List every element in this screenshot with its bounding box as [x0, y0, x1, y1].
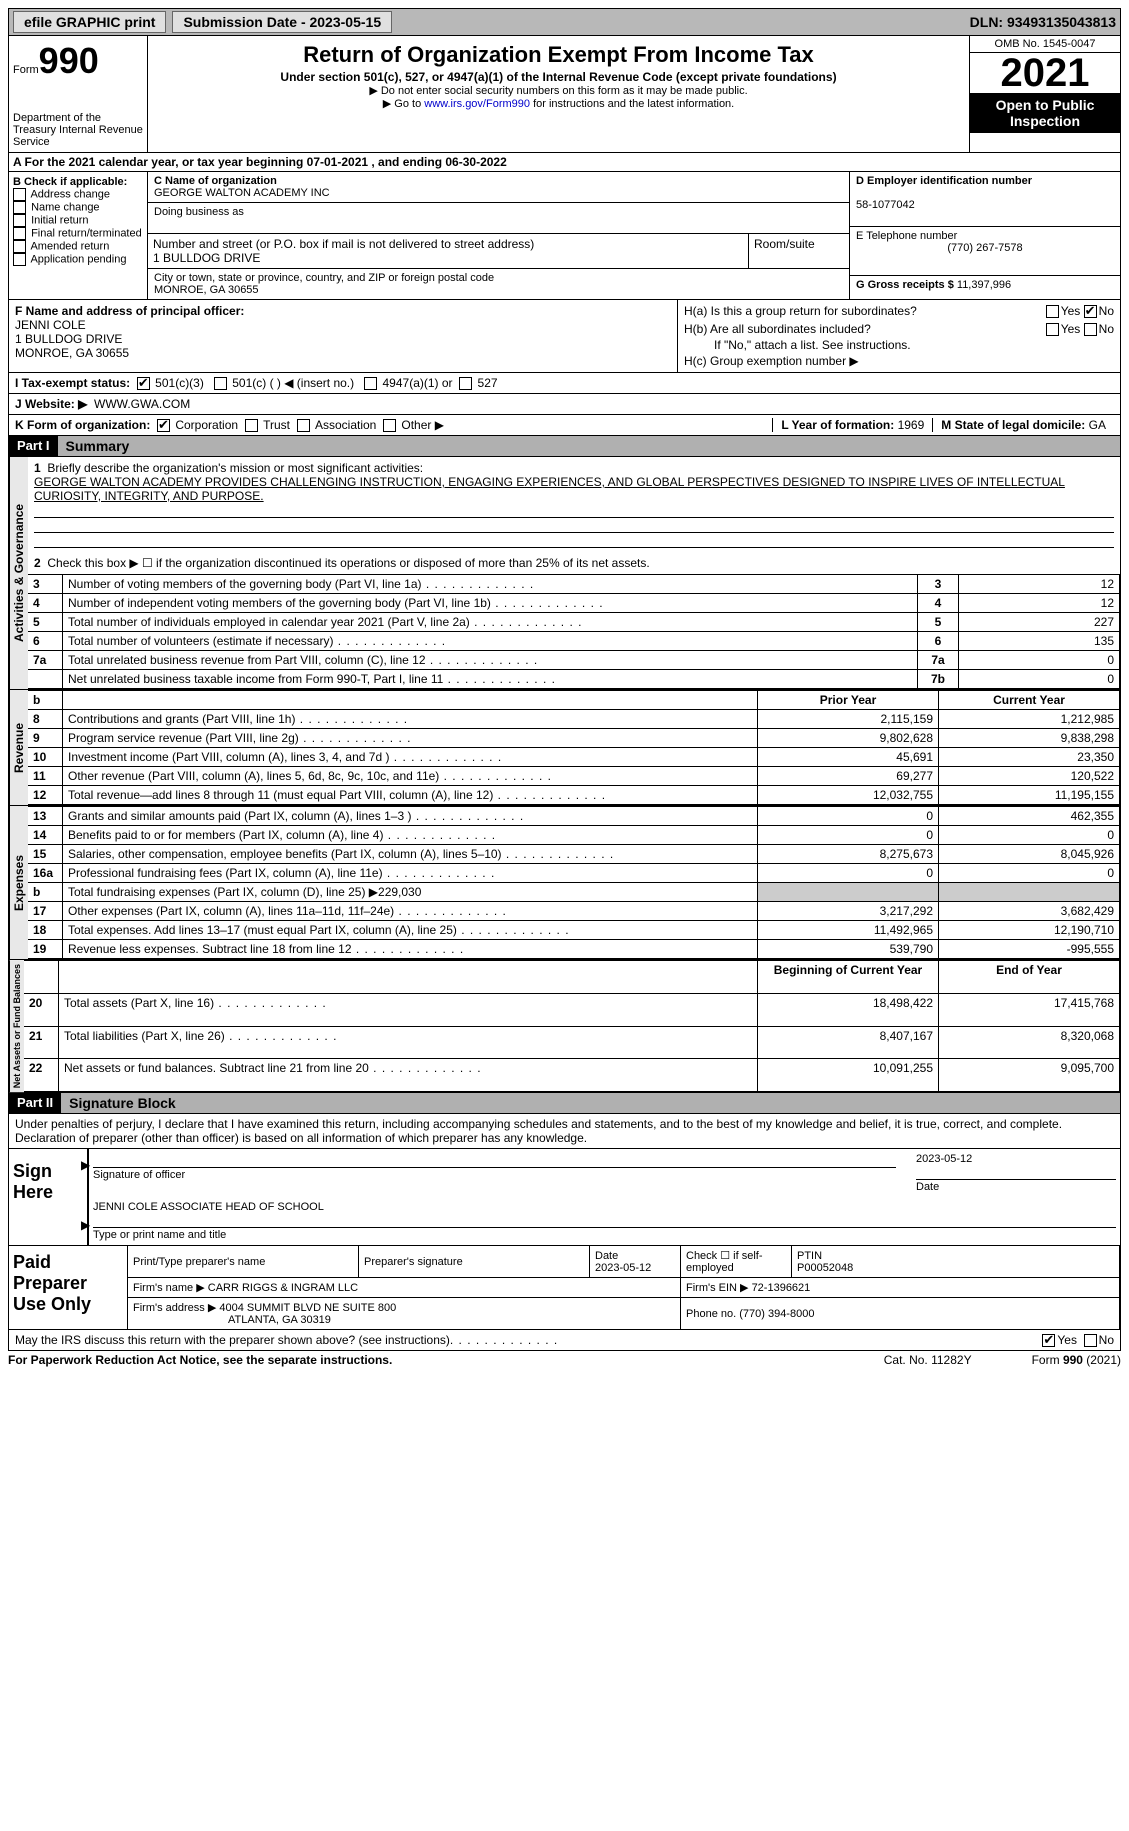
top-bar: efile GRAPHIC print Submission Date - 20…: [8, 8, 1121, 36]
section-f: F Name and address of principal officer:…: [9, 300, 678, 372]
mission-text: GEORGE WALTON ACADEMY PROVIDES CHALLENGI…: [34, 475, 1065, 503]
revenue-table: b Prior Year Current Year8 Contributions…: [28, 690, 1120, 805]
sign-date: 2023-05-12: [916, 1153, 972, 1165]
hb-no[interactable]: [1084, 323, 1097, 336]
page-footer: For Paperwork Reduction Act Notice, see …: [8, 1351, 1121, 1369]
chk-corporation[interactable]: [157, 419, 170, 432]
summary-governance: Activities & Governance 1 Briefly descri…: [8, 457, 1121, 690]
state-domicile: GA: [1089, 418, 1106, 432]
org-name: GEORGE WALTON ACADEMY INC: [154, 187, 330, 199]
chk-other[interactable]: [383, 419, 396, 432]
vtab-governance: Activities & Governance: [9, 457, 28, 689]
street-address: 1 BULLDOG DRIVE: [153, 251, 260, 265]
chk-527[interactable]: [459, 377, 472, 390]
chk-501c[interactable]: [214, 377, 227, 390]
vtab-revenue: Revenue: [9, 690, 28, 805]
chk-4947[interactable]: [364, 377, 377, 390]
part-1-header: Part I Summary: [8, 436, 1121, 457]
section-c: C Name of organization GEORGE WALTON ACA…: [148, 172, 849, 299]
hb-yes[interactable]: [1046, 323, 1059, 336]
dln-label: DLN: 93493135043813: [970, 14, 1116, 30]
firm-name: CARR RIGGS & INGRAM LLC: [208, 1282, 358, 1294]
firm-ein: 72-1396621: [752, 1282, 811, 1294]
form-title: Return of Organization Exempt From Incom…: [154, 42, 963, 68]
row-a-tax-year: A For the 2021 calendar year, or tax yea…: [8, 153, 1121, 172]
year-formation: 1969: [898, 418, 925, 432]
self-employed-check[interactable]: Check ☐ if self-employed: [681, 1246, 792, 1278]
section-fh: F Name and address of principal officer:…: [8, 300, 1121, 373]
row-i-tax-status: I Tax-exempt status: 501(c)(3) 501(c) ( …: [8, 373, 1121, 394]
ha-no[interactable]: [1084, 305, 1097, 318]
ein-value: 58-1077042: [856, 199, 915, 211]
website-value: WWW.GWA.COM: [94, 397, 190, 411]
room-suite: Room/suite: [748, 234, 849, 268]
officer-name: JENNI COLE: [15, 318, 86, 332]
officer-signature-line[interactable]: [93, 1167, 896, 1169]
tax-year: 2021: [970, 53, 1120, 93]
checkbox-name-change[interactable]: [13, 201, 26, 214]
firm-phone: (770) 394-8000: [739, 1308, 814, 1320]
form-number: Form990: [13, 40, 143, 82]
section-bcd: B Check if applicable: Address change Na…: [8, 172, 1121, 300]
checkbox-initial-return[interactable]: [13, 214, 26, 227]
prep-date: 2023-05-12: [595, 1262, 651, 1274]
firm-address: 4004 SUMMIT BLVD NE SUITE 800: [219, 1302, 396, 1314]
gross-receipts: 11,397,996: [957, 279, 1011, 291]
open-to-public: Open to Public Inspection: [970, 93, 1120, 133]
vtab-net-assets: Net Assets or Fund Balances: [9, 960, 24, 1092]
discuss-row: May the IRS discuss this return with the…: [8, 1330, 1121, 1351]
ha-yes[interactable]: [1046, 305, 1059, 318]
submission-date-button[interactable]: Submission Date - 2023-05-15: [172, 11, 392, 33]
chk-501c3[interactable]: [137, 377, 150, 390]
paid-preparer-block: Paid Preparer Use Only Print/Type prepar…: [8, 1246, 1121, 1330]
ptin-value: P00052048: [797, 1262, 853, 1274]
section-d: D Employer identification number 58-1077…: [849, 172, 1120, 299]
part-2-header: Part II Signature Block: [8, 1093, 1121, 1114]
row-klm: K Form of organization: Corporation Trus…: [8, 415, 1121, 436]
governance-table: 3 Number of voting members of the govern…: [28, 574, 1120, 689]
city-state-zip: MONROE, GA 30655: [154, 284, 259, 296]
summary-revenue: Revenue b Prior Year Current Year8 Contr…: [8, 690, 1121, 806]
form-subtitle: Under section 501(c), 527, or 4947(a)(1)…: [152, 70, 965, 84]
form-header: Form990 Department of the Treasury Inter…: [8, 36, 1121, 153]
officer-name-title: JENNI COLE ASSOCIATE HEAD OF SCHOOL: [93, 1201, 324, 1213]
checkbox-application-pending[interactable]: [13, 253, 26, 266]
telephone-value: (770) 267-7578: [856, 242, 1114, 254]
row-j-website: J Website: ▶ WWW.GWA.COM: [8, 394, 1121, 415]
section-b: B Check if applicable: Address change Na…: [9, 172, 148, 299]
ssn-note: ▶ Do not enter social security numbers o…: [152, 84, 965, 97]
section-h: H(a) Is this a group return for subordin…: [678, 300, 1120, 372]
discuss-yes[interactable]: [1042, 1334, 1055, 1347]
goto-note: ▶ Go to www.irs.gov/Form990 for instruct…: [152, 97, 965, 110]
department-label: Department of the Treasury Internal Reve…: [13, 112, 143, 148]
form-ref: Form 990 (2021): [1032, 1353, 1121, 1367]
efile-print-button[interactable]: efile GRAPHIC print: [13, 11, 166, 33]
penalty-statement: Under penalties of perjury, I declare th…: [8, 1114, 1121, 1149]
net-assets-table: Beginning of Current Year End of Year20 …: [24, 960, 1120, 1092]
checkbox-address-change[interactable]: [13, 188, 26, 201]
irs-link[interactable]: www.irs.gov/Form990: [424, 98, 530, 110]
summary-expenses: Expenses 13 Grants and similar amounts p…: [8, 806, 1121, 960]
vtab-expenses: Expenses: [9, 806, 28, 959]
expenses-table: 13 Grants and similar amounts paid (Part…: [28, 806, 1120, 959]
summary-net-assets: Net Assets or Fund Balances Beginning of…: [8, 960, 1121, 1093]
checkbox-amended-return[interactable]: [13, 240, 26, 253]
chk-association[interactable]: [297, 419, 310, 432]
discuss-no[interactable]: [1084, 1334, 1097, 1347]
sign-here-block: Sign Here Signature of officer 2023-05-1…: [8, 1149, 1121, 1246]
checkbox-final-return[interactable]: [13, 227, 26, 240]
chk-trust[interactable]: [245, 419, 258, 432]
